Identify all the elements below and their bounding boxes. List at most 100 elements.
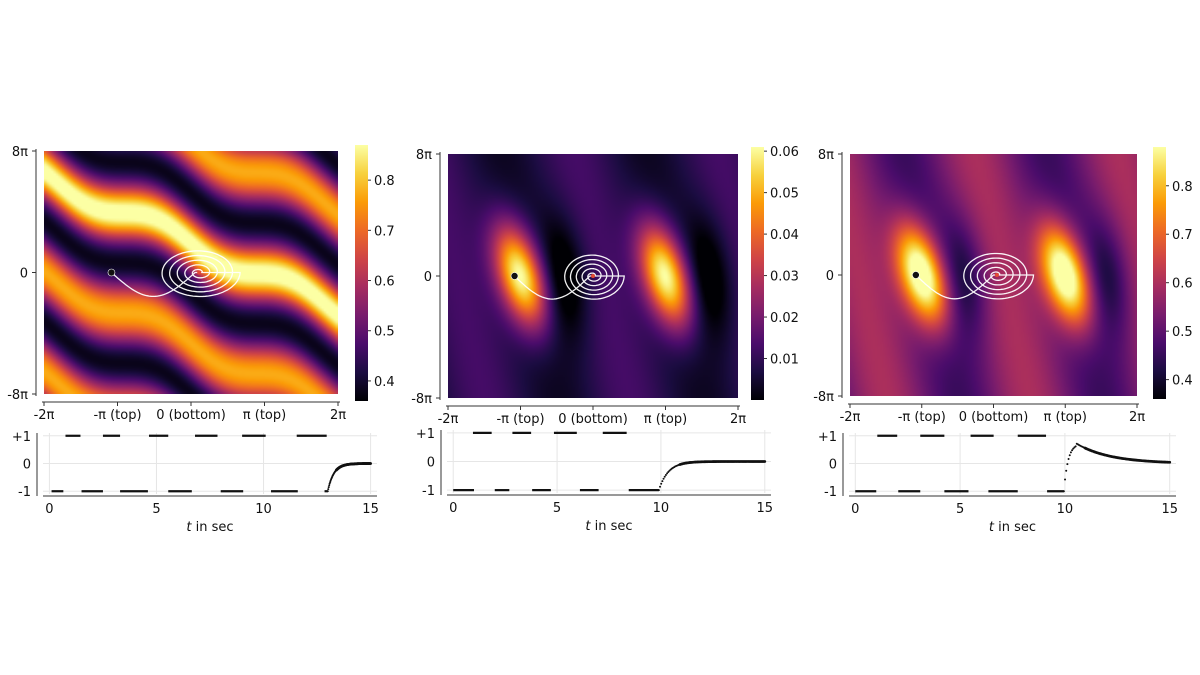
heatmap-raster — [44, 151, 338, 394]
control-dot — [328, 484, 331, 487]
y-tick-label: -8π — [813, 390, 834, 405]
x-axis-label-italic: t — [186, 520, 192, 535]
x-tick-label: 5 — [956, 502, 964, 517]
colorbar-tick-label: 0.4 — [374, 375, 395, 390]
control-dot — [328, 482, 331, 485]
colorbar — [1153, 147, 1166, 399]
x-tick-label: 0 (bottom) — [558, 412, 628, 427]
y-tick-label: -1 — [18, 485, 31, 500]
equilibrium-point — [994, 273, 999, 277]
x-tick-label: 2π — [730, 412, 746, 427]
x-tick-label: 5 — [152, 502, 160, 517]
x-tick-label: -π (top) — [898, 410, 946, 425]
control-dot — [666, 472, 669, 475]
x-axis-label-text: in sec — [192, 520, 234, 535]
x-tick-label: -2π — [840, 410, 861, 425]
panel-1-control: 0 5 10 15 +1 0 -1 t in sec — [12, 430, 379, 535]
x-tick-label: 0 (bottom) — [156, 408, 226, 423]
x-tick-label: 10 — [1057, 502, 1074, 517]
colorbar-tick-label: 0.5 — [1172, 325, 1193, 340]
equilibrium-point — [591, 274, 595, 278]
control-dot — [1062, 490, 1065, 493]
control-dot — [657, 489, 660, 492]
colorbar-tick-label: 0.5 — [374, 325, 395, 340]
y-tick-label: 0 — [427, 456, 435, 471]
control-dot — [660, 482, 663, 485]
control-dot — [1069, 451, 1072, 454]
control-dot — [327, 488, 330, 491]
colorbar-tick-label: 0.6 — [374, 275, 395, 290]
control-dot — [326, 490, 329, 493]
control-dot — [1064, 478, 1067, 481]
y-tick-label: +1 — [416, 427, 435, 442]
y-tick-label: -1 — [824, 485, 837, 500]
x-axis-label: t in sec — [989, 520, 1036, 535]
x-tick-label: 5 — [553, 501, 561, 516]
x-tick-label: -π (top) — [496, 412, 544, 427]
colorbar-tick-label: 0.05 — [770, 187, 799, 202]
control-dot — [1068, 454, 1071, 457]
x-tick-label: π (top) — [243, 408, 286, 423]
y-tick-label: 0 — [826, 269, 834, 284]
x-tick-label: π (top) — [1044, 410, 1087, 425]
y-tick-label: 8π — [12, 145, 28, 160]
control-dot — [663, 475, 666, 478]
control-dot — [369, 462, 372, 465]
x-tick-label: 0 — [45, 502, 53, 517]
control-dot — [763, 460, 767, 463]
colorbar-tick-label: 0.04 — [770, 228, 799, 243]
panel-2-heatmap: -2π -π (top) 0 (bottom) π (top) 2π 8π 0 -8π 0.01… — [411, 145, 799, 427]
colorbar — [751, 147, 764, 400]
x-tick-label: 0 — [449, 501, 457, 516]
start-point-marker — [107, 268, 116, 277]
trajectory-spiral — [915, 252, 1035, 300]
y-tick-label: 8π — [416, 148, 432, 163]
trajectory-spiral — [111, 250, 241, 298]
panel-1-heatmap: -2π -π (top) 0 (bottom) π (top) 2π 8π 0 -8π 0.4 0… — [7, 145, 395, 423]
control-dot — [659, 485, 662, 488]
colorbar-tick-label: 0.7 — [1172, 228, 1193, 243]
y-tick-label: -8π — [7, 388, 28, 403]
x-axis-label: t in sec — [186, 520, 233, 535]
control-dot — [662, 477, 665, 480]
x-tick-label: 2π — [330, 408, 346, 423]
control-dot — [1168, 460, 1172, 464]
y-tick-label: -8π — [411, 392, 432, 407]
control-dot — [1067, 458, 1070, 461]
colorbar-tick-label: 0.7 — [374, 224, 395, 239]
y-tick-label: 0 — [20, 267, 28, 282]
panel-2-control: 0 5 10 15 +1 0 -1 t in sec — [416, 427, 773, 534]
x-tick-label: 10 — [653, 501, 670, 516]
y-tick-label: 0 — [829, 458, 837, 473]
y-tick-label: 0 — [424, 270, 432, 285]
control-dot — [661, 480, 664, 483]
x-tick-label: 15 — [756, 501, 773, 516]
x-tick-label: 15 — [362, 502, 379, 517]
x-axis-label-italic: t — [989, 520, 995, 535]
colorbar-tick-label: 0.03 — [770, 270, 799, 285]
start-point-marker — [912, 271, 920, 279]
x-tick-label: -2π — [34, 408, 55, 423]
y-tick-label: 8π — [818, 148, 834, 163]
colorbar-tick-label: 0.4 — [1172, 374, 1193, 389]
x-axis-label: t in sec — [585, 519, 632, 534]
x-tick-label: -2π — [438, 412, 459, 427]
y-tick-label: -1 — [422, 484, 435, 499]
colorbar-tick-label: 0.8 — [1172, 180, 1193, 195]
trajectory-spiral — [514, 254, 625, 300]
start-point-marker — [510, 272, 519, 280]
x-tick-label: 0 — [851, 502, 859, 517]
x-tick-label: π (top) — [644, 412, 687, 427]
panel-3-heatmap: -2π -π (top) 0 (bottom) π (top) 2π 8π 0 -8π 0.4 0… — [813, 147, 1193, 425]
control-dot — [664, 473, 667, 476]
y-tick-label: +1 — [818, 430, 837, 445]
x-tick-label: 15 — [1161, 502, 1178, 517]
colorbar-tick-label: 0.02 — [770, 311, 799, 326]
panel-3-control: 0 5 10 15 +1 0 -1 t in sec — [818, 430, 1178, 535]
x-tick-label: 10 — [255, 502, 272, 517]
x-tick-label: 0 (bottom) — [959, 410, 1029, 425]
colorbar-tick-label: 0.8 — [374, 174, 395, 189]
equilibrium-point — [197, 270, 202, 275]
colorbar — [355, 145, 368, 401]
